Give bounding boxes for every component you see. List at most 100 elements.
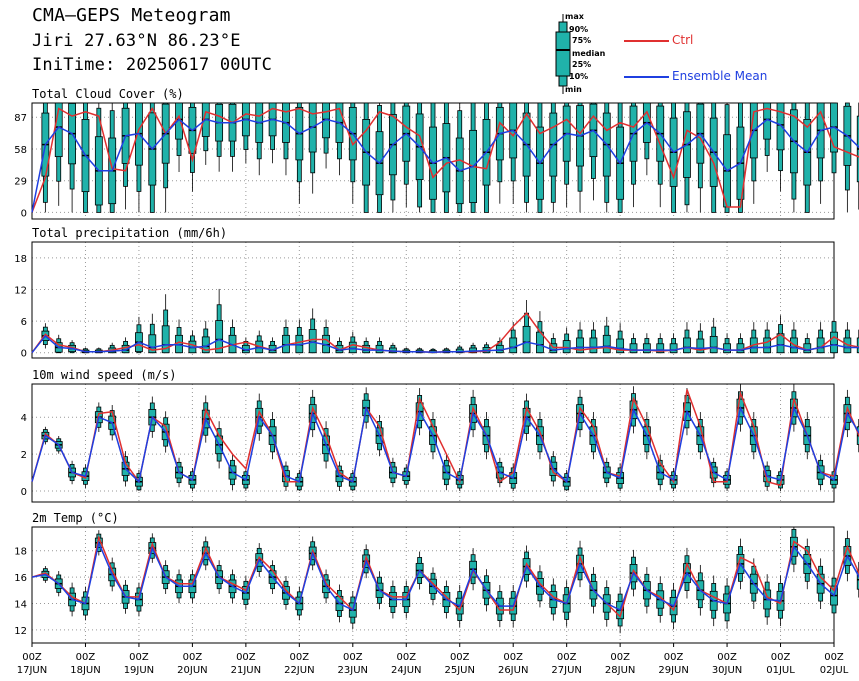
ensemble-box: [429, 102, 437, 213]
x-tick-label-hour: 00Z: [236, 652, 256, 663]
box-inner: [723, 343, 731, 354]
x-tick-label-date: 28JUN: [605, 665, 635, 676]
x-tick-label-hour: 00Z: [76, 652, 96, 663]
x-tick-label-hour: 00Z: [503, 652, 523, 663]
ensemble-box: [602, 102, 611, 213]
y-tick-label: 16: [14, 573, 27, 584]
location-label: Jiri 27.63°N 86.23°E: [32, 31, 241, 51]
ensemble-box: [415, 102, 424, 213]
header: CMA–GEPS Meteogram Jiri 27.63°N 86.23°E …: [0, 0, 859, 100]
init-time-label: IniTime: 20250617 00UTC: [32, 55, 273, 75]
ensemble-box: [402, 102, 411, 208]
ensemble-box: [148, 102, 157, 213]
ensemble-box: [362, 102, 371, 213]
box-inner: [709, 335, 718, 354]
ensemble-box: [228, 102, 237, 172]
y-tick-label: 18: [14, 547, 27, 558]
x-tick-label-date: 30JUN: [712, 665, 742, 676]
ensemble-box: [522, 300, 531, 354]
ensemble-box: [388, 102, 397, 213]
box-inner: [509, 337, 518, 354]
ensemble-box: [308, 308, 317, 354]
legend-10-label: 10%: [569, 72, 589, 81]
ensemble-box: [348, 331, 357, 354]
box-inner: [656, 343, 665, 354]
box-inner: [736, 343, 745, 354]
x-tick-label-date: 01JUL: [766, 665, 795, 676]
x-tick-label-date: 19JUN: [124, 665, 154, 676]
ensemble-box: [749, 102, 758, 204]
mean-line: [31, 405, 859, 484]
box-inner: [308, 329, 317, 354]
box-inner: [161, 325, 170, 354]
ensemble-box: [94, 103, 103, 213]
x-tick-label-date: 21JUN: [231, 665, 261, 676]
ensemble-box: [322, 319, 330, 354]
ensemble-box: [495, 102, 504, 204]
x-tick-label-hour: 00Z: [717, 652, 737, 663]
ensemble-box: [348, 102, 357, 204]
box-inner: [576, 337, 584, 354]
y-tick-label: 58: [14, 145, 27, 156]
ensemble-box: [295, 102, 304, 204]
ensemble-box: [669, 102, 678, 213]
panel-3: 2m Temp (°C) 12 14 16 18: [14, 511, 859, 644]
y-tick-label: 2: [21, 450, 27, 461]
y-tick-label: 12: [14, 285, 27, 296]
ensemble-box: [241, 102, 250, 164]
legend-90-label: 90%: [569, 25, 589, 34]
box-inner: [121, 344, 130, 354]
x-tick-label-date: 25JUN: [444, 665, 474, 676]
box-inner: [215, 320, 224, 354]
ensemble-box: [723, 103, 731, 213]
legend-max-label: max: [565, 12, 584, 21]
x-tick-label-date: 18JUN: [70, 665, 100, 676]
box-inner: [148, 334, 157, 354]
box-inner: [830, 331, 838, 354]
y-tick-label: 0: [21, 487, 27, 498]
ensemble-box: [68, 102, 76, 213]
y-tick-label: 18: [14, 254, 27, 265]
ensemble-box: [161, 102, 170, 213]
ctrl-line: [31, 107, 859, 213]
y-tick-label: 0: [21, 208, 27, 219]
legend-min-label: min: [565, 85, 582, 94]
x-tick-label-hour: 00Z: [450, 652, 470, 663]
panel-frame: [31, 383, 835, 503]
y-tick-label: 29: [14, 177, 27, 188]
box-inner: [856, 337, 859, 354]
x-tick-label-date: 22JUN: [284, 665, 314, 676]
ensemble-box: [282, 102, 290, 176]
panel-title: 10m wind speed (m/s): [32, 368, 177, 382]
panel-1: Total precipitation (mm/6h) 0 6 12 18: [14, 226, 859, 360]
ensemble-box: [228, 319, 237, 354]
box-inner: [803, 343, 812, 354]
ensemble-box: [175, 319, 183, 354]
x-tick-label-hour: 00Z: [183, 652, 203, 663]
y-tick-label: 14: [14, 599, 27, 610]
ensemble-box: [295, 319, 304, 354]
ensemble-box: [135, 316, 143, 354]
mean-line: [31, 118, 859, 213]
x-tick-label-hour: 00Z: [343, 652, 363, 663]
x-tick-label-hour: 00Z: [129, 652, 149, 663]
panel-title: 2m Temp (°C): [32, 511, 119, 525]
box-inner: [562, 340, 571, 354]
ensemble-box: [776, 102, 785, 192]
ensemble-box: [843, 102, 852, 213]
x-tick-label-hour: 00Z: [557, 652, 577, 663]
ensemble-box: [282, 319, 290, 354]
mean-line: [31, 540, 859, 612]
x-tick-label-hour: 00Z: [396, 652, 416, 663]
ensemble-box: [576, 102, 584, 213]
ctrl-legend-line: [624, 40, 669, 42]
x-tick-label-hour: 00Z: [824, 652, 844, 663]
y-tick-label: 0: [21, 349, 27, 360]
x-tick-label-hour: 00Z: [610, 652, 630, 663]
x-tick-label-date: 23JUN: [338, 665, 368, 676]
ensemble-box: [629, 102, 638, 208]
panel-2: 10m wind speed (m/s) 0 2 4: [21, 368, 859, 503]
mean-legend-line: [624, 76, 669, 78]
page-title: CMA–GEPS Meteogram: [32, 5, 231, 26]
